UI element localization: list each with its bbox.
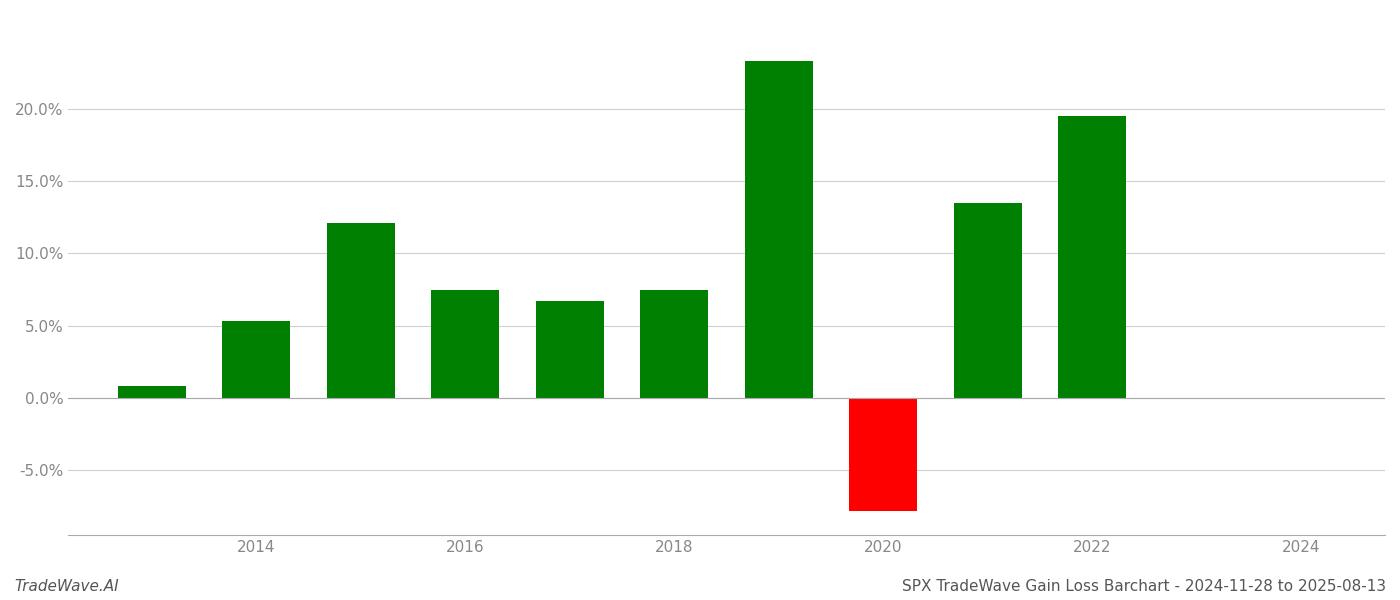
Bar <box>1058 116 1127 398</box>
Text: TradeWave.AI: TradeWave.AI <box>14 579 119 594</box>
Bar <box>326 223 395 398</box>
Bar <box>745 61 813 398</box>
Bar <box>953 203 1022 398</box>
Text: SPX TradeWave Gain Loss Barchart - 2024-11-28 to 2025-08-13: SPX TradeWave Gain Loss Barchart - 2024-… <box>902 579 1386 594</box>
Bar <box>223 322 290 398</box>
Bar <box>850 398 917 511</box>
Bar <box>118 386 186 398</box>
Bar <box>536 301 603 398</box>
Bar <box>431 290 500 398</box>
Bar <box>640 290 708 398</box>
